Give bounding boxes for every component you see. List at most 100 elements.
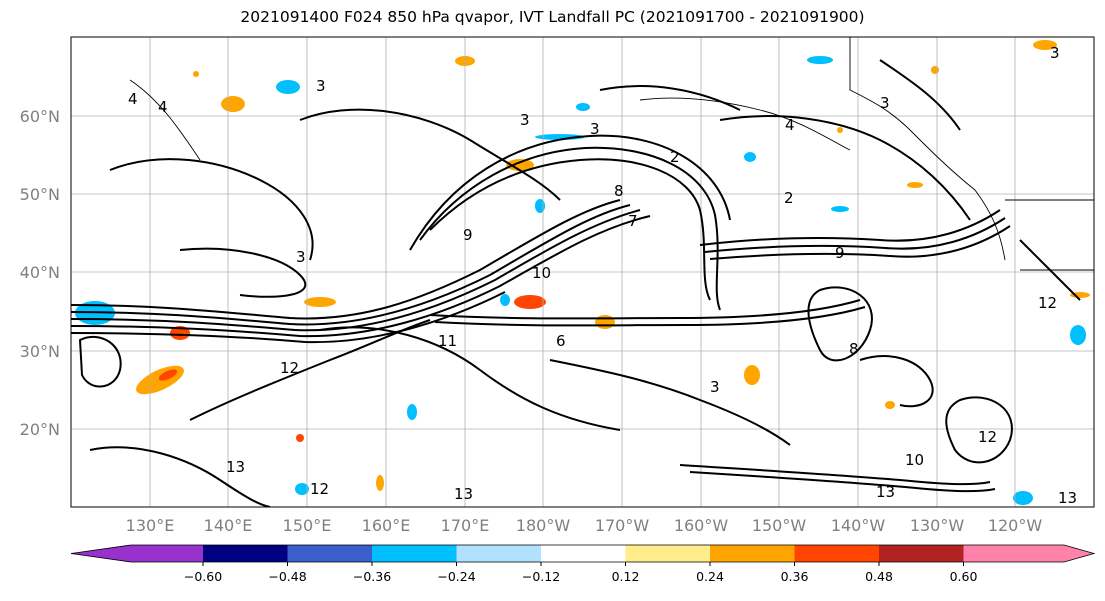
contour-label: 12 — [1038, 294, 1057, 312]
contour-label: 2 — [784, 189, 794, 207]
shading-positive — [193, 71, 199, 77]
colorbar-segment — [625, 545, 710, 562]
lon-label: 150°W — [752, 516, 807, 535]
lat-label: 20°N — [20, 420, 60, 439]
shading-positive — [837, 127, 843, 133]
contour-label: 9 — [835, 244, 845, 262]
contour-label: 12 — [978, 428, 997, 446]
colorbar-tick-label: −0.24 — [437, 569, 475, 584]
lon-label: 130°W — [910, 516, 965, 535]
contour-label: 3 — [880, 94, 890, 112]
colorbar-segment — [203, 545, 288, 562]
contour-label: 7 — [628, 212, 638, 230]
contour-label: 3 — [1050, 44, 1060, 62]
lon-label: 140°E — [204, 516, 253, 535]
lon-label: 130°E — [126, 516, 175, 535]
contour-label: 12 — [280, 359, 299, 377]
lon-label: 120°W — [988, 516, 1043, 535]
shading-positive — [1033, 40, 1057, 50]
map-panel: 4 4 3 3 3 2 9 3 10 8 12 11 6 8 7 9 3 12 … — [70, 36, 1095, 508]
map-title: 2021091400 F024 850 hPa qvapor, IVT Land… — [240, 8, 865, 26]
shading-positive — [931, 66, 939, 74]
shading-negative — [276, 80, 300, 94]
lon-label: 160°E — [362, 516, 411, 535]
contour-label: 10 — [905, 451, 924, 469]
shading-negative — [500, 294, 510, 306]
colorbar-tick-label: −0.60 — [184, 569, 222, 584]
shading-negative — [535, 199, 545, 213]
colorbar-tick-label: 0.36 — [781, 569, 809, 584]
colorbar-segment — [794, 545, 879, 562]
contour-label: 3 — [710, 378, 720, 396]
colorbar-tick-label: 0.60 — [950, 569, 978, 584]
colorbar-tick-label: 0.48 — [865, 569, 893, 584]
contour-label: 6 — [556, 332, 566, 350]
longitude-labels: 130°E 140°E 150°E 160°E 170°E 180°W 170°… — [126, 516, 1043, 535]
shading-negative — [807, 56, 833, 64]
lon-label: 180°W — [516, 516, 571, 535]
shading-positive — [885, 401, 895, 409]
shading-positive — [158, 369, 178, 381]
colorbar-segment — [710, 545, 795, 562]
latitude-labels: 60°N 50°N 40°N 30°N 20°N — [20, 107, 60, 439]
shading-positive — [514, 295, 546, 309]
shading-negative — [295, 483, 309, 495]
contour-label: 12 — [310, 480, 329, 498]
shading-negative — [576, 103, 590, 111]
shading-positive — [907, 182, 923, 188]
lon-label: 150°E — [283, 516, 332, 535]
shading-positive — [595, 315, 615, 329]
colorbar-tick-label: −0.36 — [353, 569, 391, 584]
colorbar-outline — [70, 544, 1096, 563]
colorbar-tick-label: 0.12 — [612, 569, 640, 584]
lat-label: 50°N — [20, 185, 60, 204]
lon-label: 140°W — [831, 516, 886, 535]
contour-label: 13 — [226, 458, 245, 476]
contour-label: 2 — [670, 148, 680, 166]
shading-negative — [1070, 325, 1086, 345]
shading-positive — [744, 365, 760, 385]
shading-negative — [407, 404, 417, 420]
shading-positive — [1070, 292, 1090, 298]
lat-label: 30°N — [20, 342, 60, 361]
contour-label: 3 — [520, 111, 530, 129]
shading-positive — [506, 159, 534, 171]
contour-label: 3 — [316, 77, 326, 95]
colorbar-segment — [287, 545, 372, 562]
contour-label: 4 — [128, 90, 138, 108]
colorbar-segments — [70, 544, 1096, 563]
colorbar-segment — [541, 545, 626, 562]
contour-label: 10 — [532, 264, 551, 282]
contour-label: 13 — [876, 483, 895, 501]
colorbar-segment — [71, 545, 203, 562]
lat-label: 60°N — [20, 107, 60, 126]
contour-label: 4 — [785, 116, 795, 134]
contour-label: 11 — [438, 332, 457, 350]
shading-negative — [1013, 491, 1033, 505]
contour-label: 8 — [849, 340, 859, 358]
contour-label: 8 — [614, 182, 624, 200]
shading-positive — [296, 434, 304, 442]
colorbar-tick-label: −0.48 — [268, 569, 306, 584]
colorbar-tick-label: −0.12 — [522, 569, 560, 584]
colorbar-segment — [963, 545, 1094, 562]
colorbar: −0.60 −0.48 −0.36 −0.24 −0.12 0.12 0.24 0.36 0.4… — [70, 544, 1096, 584]
colorbar-ticks: −0.60 −0.48 −0.36 −0.24 −0.12 0.12 0.24 0.36 0.4… — [184, 562, 978, 584]
colorbar-segment — [372, 545, 457, 562]
contour-label: 13 — [454, 485, 473, 503]
contour-label: 13 — [1058, 489, 1077, 507]
colorbar-segment — [456, 545, 541, 562]
coastlines — [129, 37, 1094, 271]
shading-negative — [744, 152, 756, 162]
shading-positive — [376, 475, 384, 491]
contour-label: 9 — [463, 226, 473, 244]
shading-positive — [221, 96, 245, 112]
lon-label: 160°W — [674, 516, 729, 535]
colorbar-tick-label: 0.24 — [696, 569, 724, 584]
contour-label: 3 — [590, 120, 600, 138]
graticule — [71, 37, 1094, 507]
lat-label: 40°N — [20, 263, 60, 282]
map-frame — [70, 36, 1095, 508]
shading-positive — [304, 297, 336, 307]
